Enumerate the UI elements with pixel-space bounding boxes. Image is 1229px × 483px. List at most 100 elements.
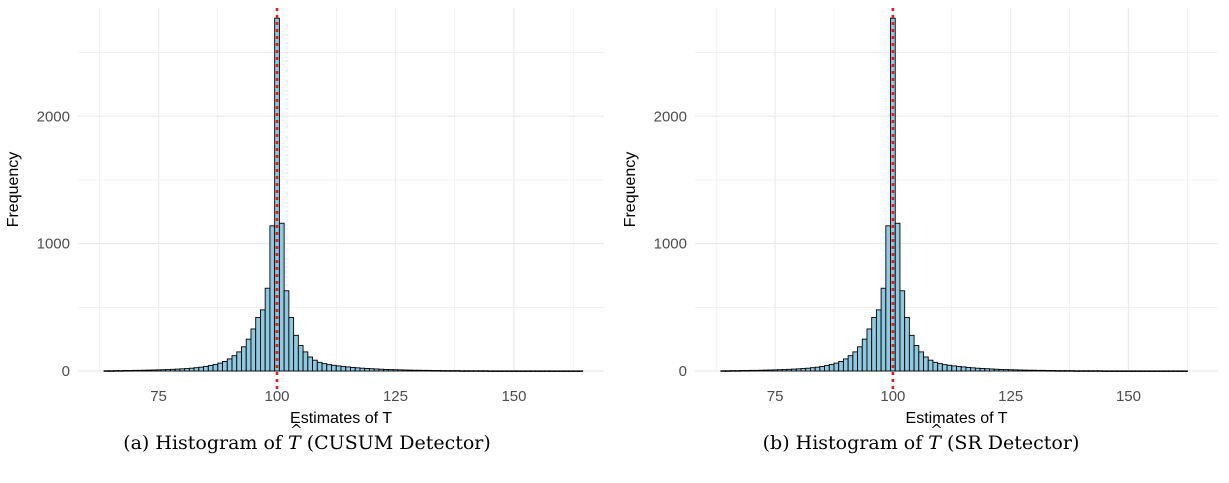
histogram-bar xyxy=(250,328,257,372)
histogram-bar xyxy=(236,351,242,372)
histogram-bar xyxy=(1163,370,1169,372)
histogram-bar xyxy=(960,366,967,372)
t-hat-symbol: T xyxy=(288,421,302,454)
histogram-bar xyxy=(880,287,887,372)
histogram-bar xyxy=(155,369,162,372)
histogram-bar xyxy=(179,368,186,372)
histogram-bar xyxy=(809,367,816,372)
histogram-bar xyxy=(979,368,986,372)
histogram-bar xyxy=(956,365,962,372)
histogram-bar xyxy=(1135,370,1141,372)
histogram-bar xyxy=(974,367,981,372)
histogram-bar xyxy=(468,370,475,372)
x-tick-label: 75 xyxy=(150,388,167,405)
histogram-bar xyxy=(762,369,769,372)
histogram-bar xyxy=(875,309,882,372)
bars xyxy=(720,17,1188,372)
histogram-bar xyxy=(274,17,280,372)
histogram-bar xyxy=(941,364,948,372)
histogram-bar xyxy=(890,17,896,372)
histogram-bar xyxy=(122,370,129,372)
histogram-cusum: 75 100 125 150 0 1000 2000 Estimates of T Freque… xyxy=(5,8,604,427)
histogram-bar xyxy=(496,370,503,372)
histogram-bar xyxy=(217,362,223,372)
histogram-bar xyxy=(331,364,337,372)
histogram-bar xyxy=(430,370,437,372)
histogram-bar xyxy=(1097,370,1104,372)
bars xyxy=(103,17,584,372)
histogram-bar xyxy=(549,370,555,372)
histogram-bar xyxy=(207,365,214,372)
histogram-bar xyxy=(1012,369,1019,372)
histogram-bar xyxy=(1036,369,1042,372)
histogram-bar xyxy=(151,369,157,372)
caption-suffix: (CUSUM Detector) xyxy=(306,432,491,454)
histogram-bar xyxy=(857,346,863,372)
histogram-bar xyxy=(739,370,745,372)
histogram-bar xyxy=(283,290,290,372)
histogram-bar xyxy=(302,351,309,372)
caption-a: (a) Histogram of T (CUSUM Detector) xyxy=(0,421,614,454)
histogram-bar xyxy=(1158,370,1165,372)
histogram-bar xyxy=(411,369,418,372)
histogram-bar xyxy=(184,368,190,372)
histogram-bar xyxy=(1106,370,1113,372)
histogram-bar xyxy=(397,369,404,372)
histogram-bar xyxy=(515,370,522,372)
histogram-bar xyxy=(435,370,441,372)
histogram-bar xyxy=(321,363,328,372)
histogram-bar xyxy=(368,368,375,372)
histogram-bar xyxy=(350,366,356,372)
histogram-bar xyxy=(1022,369,1028,372)
histogram-bar xyxy=(226,358,233,372)
histogram-bar xyxy=(1149,370,1155,372)
histogram-bar xyxy=(530,370,536,372)
histogram-bar xyxy=(198,366,205,372)
histogram-bar xyxy=(1168,370,1174,372)
y-tick-label: 2000 xyxy=(654,108,687,125)
histogram-bar xyxy=(364,368,370,372)
y-tick-label: 1000 xyxy=(37,236,70,253)
histogram-bar xyxy=(354,367,361,372)
x-axis-title: Estimates of T xyxy=(290,410,392,427)
histogram-bar xyxy=(946,364,953,372)
histogram-bar xyxy=(169,368,176,372)
histogram-bar xyxy=(998,369,1005,372)
histogram-bar xyxy=(918,351,924,372)
histogram-bar xyxy=(1017,369,1023,372)
histogram-bar xyxy=(345,366,351,372)
histogram-bar xyxy=(720,370,727,372)
histogram-bar xyxy=(1078,370,1085,372)
histogram-bar xyxy=(203,365,209,372)
caption-prefix: (a) Histogram of xyxy=(123,432,282,454)
histogram-bar xyxy=(984,368,990,372)
y-tick-label: 2000 xyxy=(37,108,70,125)
histogram-bar xyxy=(577,370,584,372)
histogram-bar xyxy=(534,370,541,372)
histogram-bar xyxy=(1116,370,1122,372)
histogram-bar xyxy=(473,370,479,372)
histogram-bar xyxy=(568,370,574,372)
histogram-bar xyxy=(1130,370,1136,372)
histogram-bar xyxy=(563,370,569,372)
histogram-bar xyxy=(781,369,788,372)
histogram-bar xyxy=(824,365,830,372)
histogram-bar xyxy=(231,355,238,372)
histogram-bar xyxy=(269,225,276,372)
histogram-bar xyxy=(241,346,247,372)
histogram-bar xyxy=(222,360,228,372)
x-tick-label: 100 xyxy=(880,388,905,405)
histogram-bar xyxy=(454,370,460,372)
histogram-bar xyxy=(477,370,484,372)
histogram-bar xyxy=(259,309,266,372)
histogram-bar xyxy=(899,290,906,372)
histogram-bar xyxy=(852,351,859,372)
histogram-bar xyxy=(913,345,920,372)
histogram-bar xyxy=(753,369,760,372)
histogram-bar xyxy=(908,334,915,372)
histogram-bar xyxy=(482,370,489,372)
histogram-bar xyxy=(525,370,531,372)
histogram-bar xyxy=(572,370,579,372)
histogram-bar xyxy=(805,367,811,372)
x-tick-label: 75 xyxy=(767,388,784,405)
